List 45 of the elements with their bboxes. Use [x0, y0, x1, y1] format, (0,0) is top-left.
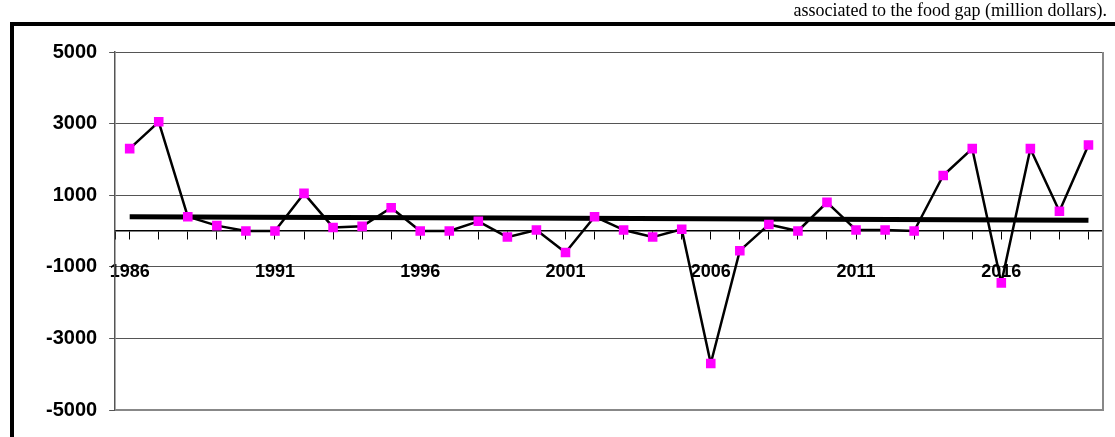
- y-tick-label: 3000: [52, 111, 98, 134]
- point: [909, 226, 919, 236]
- point: [735, 245, 745, 256]
- point: [357, 221, 367, 232]
- point: [793, 226, 803, 236]
- point: [444, 226, 455, 236]
- point: [618, 225, 629, 235]
- point: [1025, 143, 1036, 154]
- x-tick-label: 1996: [400, 260, 441, 281]
- point: [415, 226, 426, 236]
- y-tick-label: 1000: [52, 182, 98, 205]
- point: [328, 222, 338, 233]
- point: [386, 202, 396, 213]
- point: [502, 232, 513, 242]
- point: [647, 232, 658, 242]
- point: [124, 143, 135, 154]
- y-tick-label: -1000: [46, 254, 98, 277]
- point: [938, 170, 948, 181]
- point: [1054, 206, 1065, 217]
- y-tick-label: -5000: [46, 397, 98, 420]
- chart-title: associated to the food gap (million dollars).: [793, 0, 1107, 20]
- y-tick-label: 5000: [52, 39, 98, 62]
- point: [1083, 140, 1094, 150]
- x-tick-label: 2011: [836, 260, 876, 281]
- point: [676, 224, 687, 234]
- point: [851, 225, 861, 235]
- point: [241, 226, 251, 236]
- point: [212, 220, 222, 231]
- x-tick-label: 1991: [254, 260, 295, 281]
- point: [183, 211, 193, 222]
- point: [822, 197, 832, 208]
- point: [270, 226, 280, 236]
- point: [967, 143, 978, 154]
- point: [880, 225, 890, 235]
- x-tick-label: 2001: [545, 260, 586, 281]
- point: [531, 225, 542, 235]
- point: [764, 219, 774, 230]
- point: [705, 358, 716, 369]
- x-tick-label: 2006: [690, 260, 731, 281]
- point: [589, 211, 600, 222]
- point: [299, 188, 309, 199]
- point: [153, 117, 164, 127]
- point: [473, 216, 484, 227]
- point: [560, 247, 571, 258]
- y-tick-label: -3000: [46, 325, 98, 348]
